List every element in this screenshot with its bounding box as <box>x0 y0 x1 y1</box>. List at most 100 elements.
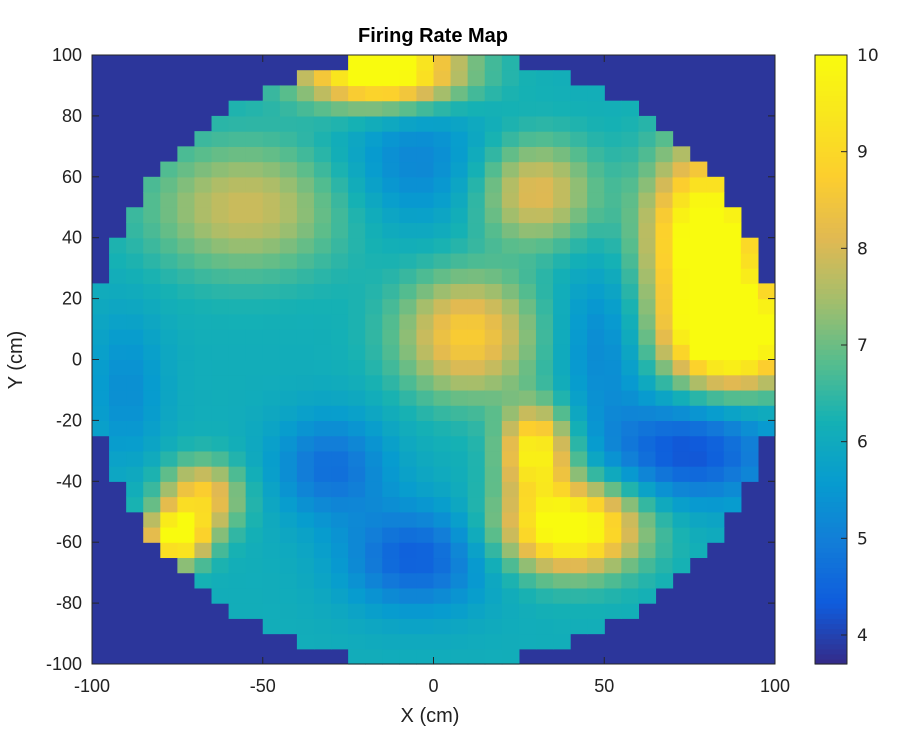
heatmap-cell <box>177 420 196 437</box>
heatmap-cell <box>296 511 315 528</box>
heatmap-cell <box>382 192 400 208</box>
heatmap-cell <box>655 374 674 391</box>
colorbar-segment <box>815 374 847 381</box>
heatmap-cell <box>245 237 264 254</box>
heatmap-cell <box>655 389 674 406</box>
heatmap-cell <box>313 161 332 178</box>
heatmap-cell <box>740 252 759 269</box>
heatmap-cell <box>672 526 691 543</box>
heatmap-cell <box>177 526 196 543</box>
y-tick-label: 0 <box>72 350 82 370</box>
heatmap-cell <box>228 222 247 239</box>
colorbar-segment <box>815 481 847 487</box>
heatmap-cell <box>553 511 571 528</box>
heatmap-cell <box>245 374 264 391</box>
heatmap-cell <box>553 70 571 87</box>
heatmap-cell <box>228 207 247 224</box>
heatmap-cell <box>518 268 537 284</box>
heatmap-cell <box>399 161 418 178</box>
heatmap-cell <box>228 298 247 315</box>
heatmap-cell <box>638 268 657 284</box>
heatmap-cell <box>604 603 622 619</box>
heatmap-cell <box>228 313 247 330</box>
heatmap-cell <box>109 252 127 269</box>
heatmap-cell <box>638 511 657 528</box>
heatmap-cell <box>331 542 349 559</box>
heatmap-cell <box>689 313 708 330</box>
heatmap-cell <box>587 131 605 147</box>
heatmap-cell <box>689 283 708 300</box>
heatmap-cell <box>655 268 674 284</box>
heatmap-cell <box>382 283 400 300</box>
heatmap-cell <box>604 298 622 315</box>
heatmap-cell <box>296 405 315 421</box>
heatmap-cell <box>672 146 691 163</box>
heatmap-cell <box>313 587 332 604</box>
heatmap-cell <box>177 161 196 178</box>
colorbar-segment <box>815 435 847 442</box>
heatmap-cell <box>587 481 605 498</box>
heatmap-cell <box>638 146 657 163</box>
heatmap-cell <box>570 389 588 406</box>
heatmap-cell <box>399 222 418 239</box>
heatmap-cell <box>433 481 452 498</box>
heatmap-cell <box>535 405 554 421</box>
heatmap-cell <box>245 405 264 421</box>
heatmap-cell <box>689 237 708 254</box>
heatmap-cell <box>655 298 674 315</box>
heatmap-cell <box>587 603 605 619</box>
heatmap-cell <box>501 648 520 665</box>
heatmap-cell <box>723 283 742 300</box>
heatmap-cell <box>689 176 708 193</box>
heatmap-cell <box>587 587 605 604</box>
heatmap-cell <box>706 405 725 421</box>
heatmap-cell <box>177 192 196 208</box>
heatmap-cell <box>245 435 264 452</box>
colorbar-segment <box>815 491 847 498</box>
heatmap-cell <box>331 115 349 132</box>
heatmap-cell <box>245 572 264 589</box>
heatmap-cell <box>689 222 708 239</box>
heatmap-cell <box>382 587 400 604</box>
heatmap-cell <box>467 618 486 635</box>
heatmap-cell <box>143 313 161 330</box>
heatmap-cell <box>553 374 571 391</box>
heatmap-cell <box>638 192 657 208</box>
colorbar-segment <box>815 65 847 71</box>
heatmap-cell <box>518 70 537 87</box>
heatmap-cell <box>313 389 332 406</box>
heatmap-cell <box>706 176 725 193</box>
colorbar-tick-label: 5 <box>857 529 868 549</box>
heatmap-cell <box>313 405 332 421</box>
heatmap-cell <box>518 115 537 132</box>
colorbar-segment <box>815 329 847 335</box>
heatmap-cell <box>638 420 657 437</box>
heatmap-cell <box>296 268 315 284</box>
heatmap-cell <box>109 420 127 437</box>
heatmap-cell <box>450 55 469 71</box>
heatmap-cell <box>757 420 776 437</box>
heatmap-cell <box>501 161 520 178</box>
heatmap-cell <box>177 557 196 574</box>
heatmap-cell <box>211 389 230 406</box>
heatmap-cell <box>160 405 178 421</box>
heatmap-cell <box>672 222 691 239</box>
heatmap-cell <box>450 618 469 635</box>
heatmap-cell <box>484 603 503 619</box>
heatmap-cell <box>382 344 400 361</box>
heatmap-cell <box>535 359 554 376</box>
heatmap-cell <box>621 146 639 163</box>
heatmap-cell <box>331 466 349 482</box>
heatmap-cell <box>211 466 230 482</box>
heatmap-cell <box>313 268 332 284</box>
heatmap-cell <box>518 435 537 452</box>
heatmap-cell <box>621 222 639 239</box>
colorbar-segment <box>815 105 847 112</box>
heatmap-cell <box>433 329 452 345</box>
heatmap-cell <box>723 389 742 406</box>
heatmap-cell <box>160 252 178 269</box>
heatmap-cell <box>467 146 486 163</box>
heatmap-cell <box>331 435 349 452</box>
heatmap-cell <box>245 526 264 543</box>
heatmap-cell <box>655 481 674 498</box>
